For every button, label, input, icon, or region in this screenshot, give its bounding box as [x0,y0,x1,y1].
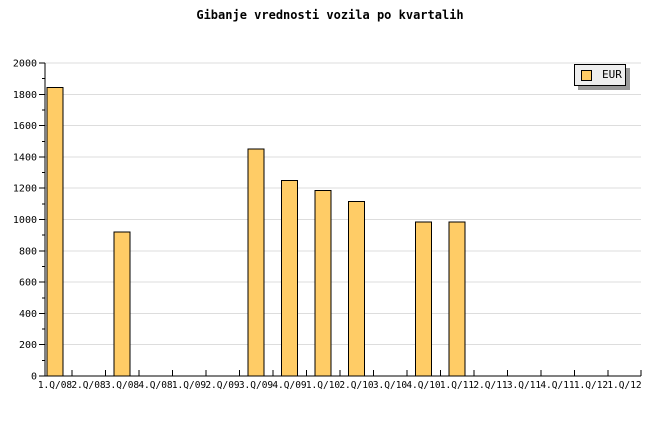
y-tick-label: 800 [19,246,37,257]
bar-3.Q/08 [113,231,131,377]
y-tick-label: 0 [31,372,37,383]
bar-4.Q/09 [281,179,298,377]
legend-color-swatch [581,69,592,81]
x-tick-label: 1.Q/10 [306,380,341,391]
x-tick-label: 3.Q/09 [239,380,274,391]
x-tick-label: 2.Q/11 [473,380,508,391]
x-tick-label: 1.Q/12 [574,380,608,391]
bar-3.Q/09 [247,148,265,377]
x-tick-label: 1.Q/09 [172,380,207,391]
x-tick-label: 3.Q/10 [373,380,408,391]
y-tick-label: 1800 [13,90,37,101]
x-tick-label: 1.Q/11 [440,380,475,391]
y-tick-label: 600 [19,278,37,289]
x-tick-label: 3.Q/11 [507,380,542,391]
bar-1.Q/11 [448,221,466,377]
x-tick-label: 3.Q/08 [105,380,140,391]
bar-1.Q/10 [314,190,332,377]
chart-title: Gibanje vrednosti vozila po kvartalih [196,8,464,22]
bar-2.Q/10 [348,201,365,377]
y-tick-label: 2000 [13,59,37,70]
legend: EUR [574,64,626,86]
y-tick-label: 1400 [13,152,37,163]
x-tick-label: 4.Q/11 [540,380,575,391]
x-tick-label: 2.Q/09 [205,380,240,391]
y-tick-label: 400 [19,309,37,320]
x-tick-label: 4.Q/10 [406,380,441,391]
x-tick-label: 4.Q/08 [138,380,173,391]
x-tick-label: 1.Q/12 [607,380,641,391]
y-tick-label: 1000 [13,215,37,226]
y-tick-label: 200 [19,340,37,351]
legend-label: EUR [602,68,622,81]
bar-1.Q/08 [46,86,64,377]
bar-4.Q/10 [415,221,432,377]
y-tick-label: 1200 [13,184,37,195]
y-tick-label: 1600 [13,121,37,132]
x-tick-label: 2.Q/10 [339,380,374,391]
x-tick-label: 2.Q/08 [71,380,106,391]
x-tick-label: 1.Q/08 [38,380,73,391]
x-tick-label: 4.Q/09 [272,380,307,391]
